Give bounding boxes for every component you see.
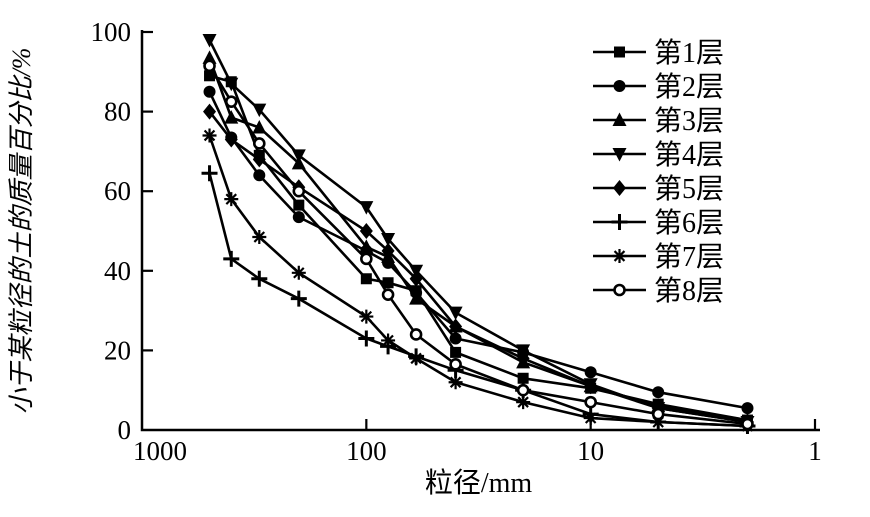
x-tick-label: 1 (808, 436, 822, 466)
legend-label: 第1层 (654, 37, 724, 69)
marker-diamond (224, 131, 238, 148)
marker-diamond (409, 270, 423, 287)
marker-triangle-up (252, 120, 267, 134)
marker-plus (611, 214, 628, 230)
legend-label: 第2层 (654, 71, 724, 103)
legend-label: 第8层 (654, 275, 724, 307)
marker-circle (203, 85, 216, 98)
marker-diamond (516, 350, 530, 367)
marker-circle (584, 366, 597, 379)
marker-triangle-down (612, 148, 627, 162)
y-axis-title: 小于某粒径的土的质量百分比/% (7, 48, 36, 415)
marker-circle-open (613, 283, 626, 297)
marker-asterisk (252, 229, 267, 244)
marker-square (382, 277, 394, 289)
marker-circle-open (360, 252, 373, 266)
marker-square (517, 372, 529, 384)
marker-asterisk (291, 265, 306, 280)
series-line-5 (208, 110, 748, 424)
series-line-8 (208, 65, 748, 426)
legend-label: 第7层 (654, 241, 724, 273)
marker-diamond (359, 223, 373, 239)
marker-circle (613, 80, 626, 92)
series-line-7 (208, 135, 748, 428)
marker-asterisk (583, 411, 598, 426)
marker-circle-open (252, 137, 266, 150)
marker-square (450, 346, 462, 358)
marker-plus (358, 330, 375, 347)
legend-label: 第4层 (654, 139, 724, 171)
marker-triangle-up (359, 239, 374, 253)
legend-label: 第5层 (654, 173, 724, 205)
marker-triangle-down (448, 306, 463, 321)
marker-circle-open (516, 383, 530, 397)
marker-diamond (613, 180, 626, 196)
marker-asterisk (409, 351, 424, 366)
marker-square (204, 70, 216, 82)
marker-square (293, 199, 305, 211)
legend-label: 第6层 (654, 207, 724, 239)
marker-circle-open (409, 328, 423, 341)
marker-diamond (203, 103, 217, 120)
marker-diamond (252, 151, 266, 168)
x-axis-title: 粒径/mm (425, 467, 533, 499)
marker-circle-open (292, 184, 306, 198)
marker-circle (253, 169, 266, 182)
marker-square (614, 46, 625, 58)
marker-asterisk (516, 395, 531, 410)
marker-diamond (584, 378, 598, 395)
x-tick-label: 100 (346, 436, 387, 466)
y-tick-label: 80 (104, 97, 131, 127)
marker-asterisk (381, 333, 396, 348)
marker-circle-open (224, 95, 238, 108)
y-tick-label: 20 (104, 335, 131, 365)
marker-asterisk (224, 192, 239, 207)
marker-triangle-down (202, 33, 217, 48)
marker-circle (292, 211, 305, 224)
marker-circle (741, 402, 754, 415)
legend-label: 第3层 (654, 105, 724, 137)
marker-triangle-down (224, 77, 239, 92)
y-tick-label: 40 (104, 256, 131, 286)
marker-plus (201, 165, 218, 182)
marker-circle-open (449, 358, 462, 371)
marker-plus (223, 250, 240, 267)
marker-circle (652, 386, 665, 399)
marker-triangle-up (224, 110, 239, 124)
marker-square (360, 273, 372, 285)
marker-triangle-up (409, 291, 424, 305)
marker-asterisk (612, 249, 627, 263)
marker-triangle-up (612, 112, 627, 126)
marker-plus (290, 290, 307, 307)
marker-asterisk (202, 128, 217, 143)
marker-triangle-down (291, 149, 306, 163)
marker-plus (251, 270, 268, 287)
marker-triangle-down (381, 232, 396, 247)
axis-lines (140, 30, 820, 432)
x-tick-label: 10 (577, 436, 604, 466)
marker-diamond (449, 318, 463, 335)
y-tick-label: 100 (91, 17, 132, 47)
y-tick-label: 0 (118, 415, 132, 445)
marker-asterisk (448, 375, 463, 390)
marker-asterisk (359, 309, 374, 324)
marker-circle-open (741, 417, 754, 431)
marker-circle-open (381, 288, 395, 301)
marker-triangle-down (252, 103, 267, 118)
marker-triangle-down (359, 201, 374, 215)
marker-asterisk (651, 415, 666, 430)
marker-triangle-up (202, 50, 217, 64)
marker-diamond (381, 242, 395, 259)
x-tick-label: 1000 (133, 436, 187, 466)
marker-circle-open (651, 407, 665, 421)
marker-circle (449, 332, 462, 345)
marker-circle-open (203, 59, 216, 73)
marker-circle-open (584, 395, 597, 409)
y-tick-label: 60 (104, 176, 131, 206)
series-line-6 (208, 172, 748, 428)
